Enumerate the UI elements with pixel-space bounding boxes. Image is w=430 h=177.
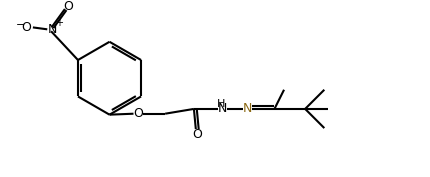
- Text: H: H: [217, 99, 225, 109]
- Text: N: N: [218, 102, 227, 115]
- Text: O: O: [133, 107, 143, 120]
- Text: N: N: [243, 102, 252, 115]
- Text: N: N: [47, 23, 57, 36]
- Text: +: +: [55, 18, 63, 28]
- Text: O: O: [64, 0, 73, 13]
- Text: O: O: [192, 128, 202, 141]
- Text: O: O: [21, 21, 31, 34]
- Text: −: −: [16, 21, 25, 30]
